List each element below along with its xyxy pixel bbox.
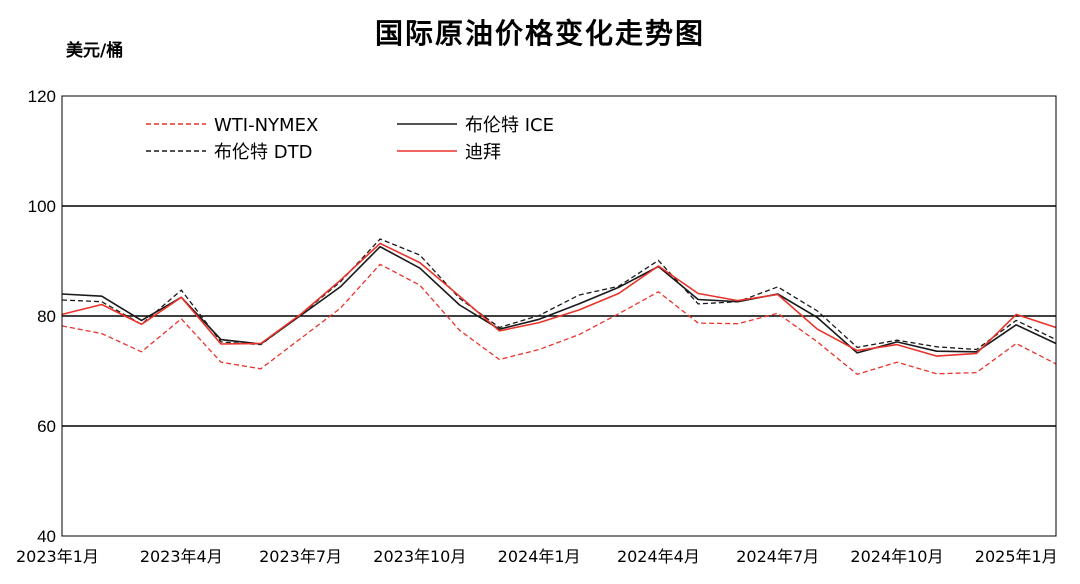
y-tick-label: 80 (37, 307, 56, 326)
x-tick-label: 2023年1月 (16, 547, 99, 566)
series-line-1 (61, 245, 1057, 354)
series-line-0 (61, 263, 1057, 375)
legend: WTI-NYMEX 布伦特 ICE 布伦特 DTD 迪拜 (146, 115, 554, 163)
legend-label: 迪拜 (465, 142, 501, 163)
x-tick-label: 2024年7月 (736, 547, 819, 566)
y-tick-label: 100 (28, 197, 56, 216)
series-line-3 (61, 242, 1057, 357)
x-tick-label: 2025年1月 (975, 547, 1058, 566)
y-tick-label: 120 (28, 87, 56, 106)
chart-title: 国际原油价格变化走势图 (374, 17, 705, 50)
x-tick-label: 2024年4月 (617, 547, 700, 566)
x-tick-label: 2024年1月 (498, 547, 581, 566)
legend-label: WTI-NYMEX (214, 115, 318, 136)
x-tick-label: 2023年4月 (140, 547, 223, 566)
legend-label: 布伦特 DTD (214, 142, 312, 163)
x-tick-label: 2023年7月 (259, 547, 342, 566)
y-axis-unit-label: 美元/桶 (66, 41, 124, 61)
plot-area-frame (61, 95, 1057, 537)
x-tick-labels: 2023年1月 2023年4月 2023年7月 2023年10月 2024年1月 2024… (16, 547, 1058, 566)
y-tick-label: 60 (37, 417, 56, 436)
x-tick-label: 2023年10月 (373, 547, 466, 566)
x-tick-label: 2024年10月 (850, 547, 943, 566)
y-tick-label: 40 (37, 527, 56, 546)
legend-label: 布伦特 ICE (465, 115, 554, 136)
series-line-2 (61, 238, 1057, 351)
series-lines (61, 238, 1057, 375)
y-tick-labels: 40 60 80 100 120 (28, 87, 56, 546)
